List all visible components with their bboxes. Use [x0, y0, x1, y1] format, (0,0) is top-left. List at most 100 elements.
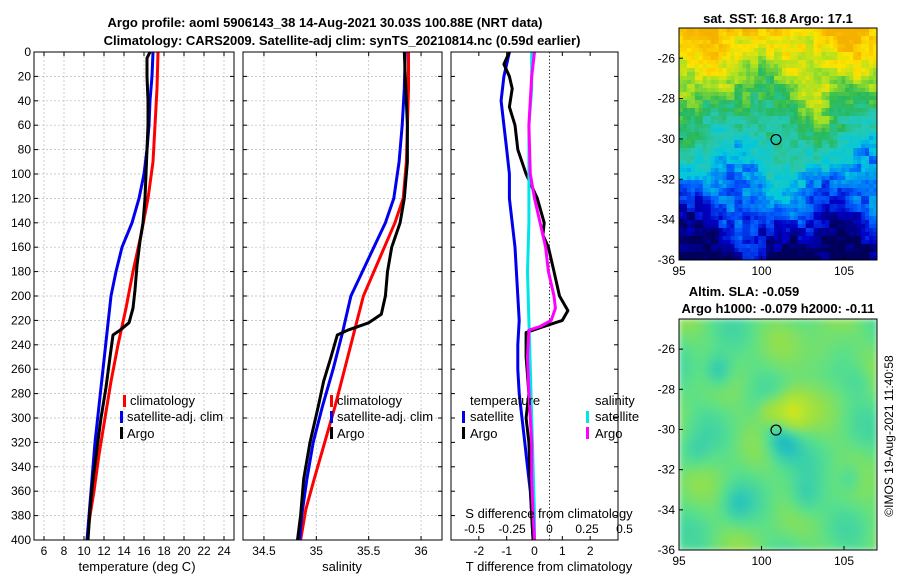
sla-cell [703, 543, 710, 550]
sla-cell [679, 379, 686, 387]
sst-cell [694, 28, 700, 33]
sla-cell [841, 422, 848, 429]
sla-cell [781, 452, 788, 460]
sla-cell [685, 367, 692, 375]
sst-cell [853, 240, 858, 245]
sst-cell [734, 48, 739, 53]
sst-cell [805, 200, 811, 205]
sst-cell [861, 244, 866, 249]
sst-cell [797, 252, 803, 257]
sst-cell [817, 176, 822, 181]
sst-cell [869, 72, 874, 77]
sst-cell [865, 48, 870, 53]
sst-cell [873, 36, 877, 41]
sla-cell [823, 331, 830, 338]
sla-map-frame [678, 318, 878, 551]
sst-cell [801, 96, 807, 101]
sla-cell [775, 477, 782, 484]
sst-cell [738, 28, 743, 33]
sst-cell [809, 208, 815, 213]
sst-cell [770, 196, 775, 201]
sla-cell [697, 349, 704, 356]
sst-cell [825, 244, 830, 249]
sst-cell [714, 216, 719, 221]
sst-cell [829, 152, 834, 157]
sla-cell [685, 519, 692, 527]
sst-cell [690, 236, 696, 241]
sst-cell [774, 80, 779, 85]
sla-cell [829, 525, 836, 533]
sst-cell [758, 116, 763, 121]
sst-cell [825, 212, 830, 217]
sla-cell [751, 513, 758, 521]
sst-cell [702, 228, 708, 233]
sla-cell [817, 483, 824, 490]
sst-cell [694, 152, 700, 157]
sla-cell [763, 519, 770, 527]
sla-cell [757, 519, 764, 527]
sla-cell [841, 367, 848, 375]
sla-cell [781, 337, 788, 344]
sst-cell [778, 32, 783, 37]
sst-cell [690, 160, 696, 165]
sst-cell [829, 224, 834, 229]
difference-xlabel: T difference from climatology [466, 559, 633, 574]
sst-cell [801, 88, 807, 93]
sst-cell [690, 68, 696, 73]
sst-cell [710, 196, 716, 201]
sla-cell [853, 513, 860, 521]
sla-cell [751, 543, 758, 550]
sst-cell [813, 96, 818, 101]
sst-cell [770, 156, 775, 161]
sla-cell [799, 501, 806, 508]
sst-cell [766, 192, 771, 197]
sst-cell [746, 52, 751, 57]
sst-cell [750, 56, 755, 61]
sst-cell [825, 32, 830, 37]
sst-cell [853, 156, 858, 161]
sst-cell [817, 228, 822, 233]
sla-cell [709, 495, 716, 502]
sst-cell [797, 52, 803, 57]
sst-cell [690, 232, 696, 237]
sst-cell [813, 44, 818, 49]
sst-cell [865, 148, 870, 153]
sst-cell [778, 104, 783, 109]
sst-cell [690, 84, 696, 89]
sst-cell [829, 112, 834, 117]
sst-cell [730, 84, 735, 89]
sst-cell [690, 240, 696, 245]
sst-cell [789, 36, 795, 41]
sla-cell [859, 507, 866, 515]
sla-cell [853, 416, 860, 423]
sst-cell [821, 220, 826, 225]
sst-cell [690, 124, 696, 129]
sst-cell [821, 240, 826, 245]
sst-cell [817, 128, 822, 133]
sla-cell [703, 319, 710, 326]
sla-cell [811, 343, 818, 350]
sst-cell [679, 184, 684, 189]
sst-cell [750, 132, 755, 137]
sst-cell [789, 212, 795, 217]
sst-cell [789, 168, 795, 173]
sla-cell [703, 416, 710, 423]
sst-cell [809, 72, 815, 77]
sla-cell [835, 458, 842, 466]
sst-cell [849, 128, 854, 133]
sst-cell [726, 188, 731, 193]
sst-cell [813, 108, 818, 113]
sst-cell [865, 176, 870, 181]
sst-cell [690, 56, 696, 61]
sst-cell [706, 128, 712, 133]
sst-cell [754, 252, 759, 257]
sst-cell [817, 40, 822, 45]
sst-cell [686, 156, 692, 161]
sla-cell [811, 470, 818, 478]
sla-cell [865, 349, 872, 356]
sla-cell [859, 495, 866, 502]
sst-cell [778, 128, 783, 133]
sst-cell [694, 248, 700, 253]
sst-cell [849, 192, 854, 197]
sst-cell [793, 224, 799, 229]
